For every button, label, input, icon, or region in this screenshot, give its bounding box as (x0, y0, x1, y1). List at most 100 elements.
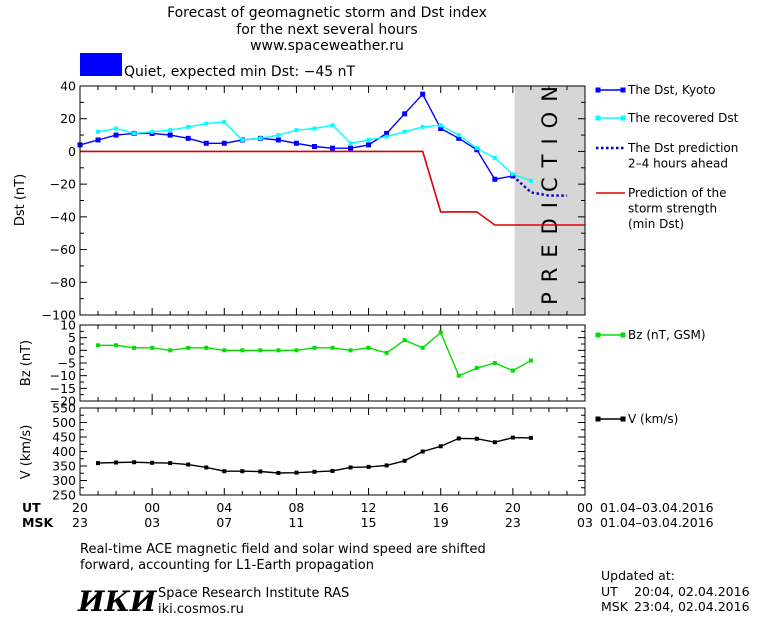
msk-tick-label: 23 (72, 515, 88, 530)
legend-label: V (km/s) (628, 412, 678, 426)
bz-series-0-line (98, 331, 532, 377)
msk-tick-label: 03 (144, 515, 160, 530)
bz-series-0-point (240, 348, 245, 353)
institute-name: Space Research Institute RAS (158, 586, 349, 601)
dst-series-0-point (185, 135, 191, 141)
v-ytick-label: 400 (52, 444, 76, 459)
bz-series-0-point (96, 343, 101, 348)
dst-series-0-point (293, 140, 299, 146)
dst-ytick-label: 0 (68, 144, 76, 159)
legend-marker (595, 87, 601, 93)
status-swatch (80, 53, 122, 76)
dst-series-0-point (438, 126, 444, 132)
bz-ytick-label: 10 (60, 318, 76, 333)
v-ytick-label: 450 (52, 430, 76, 445)
v-series-0-point (348, 465, 353, 470)
iki-logo: ИКИ (77, 585, 158, 618)
v-series-0-point (528, 435, 533, 440)
v-series-0-point (204, 465, 209, 470)
v-ytick-label: 350 (52, 459, 76, 474)
bz-ytick-label: 5 (68, 330, 76, 345)
dst-ytick-label: −20 (50, 177, 76, 192)
v-series-0-point (132, 460, 137, 465)
dst-series-0-line (79, 92, 514, 180)
dst-series-1-point (492, 155, 497, 160)
dst-series-0-point (384, 130, 390, 136)
msk-tick-label: 23 (505, 515, 521, 530)
msk-date-range: 01.04–03.04.2016 (600, 515, 714, 530)
v-series-0-point (456, 436, 461, 441)
v-ytick-label: 500 (52, 415, 76, 430)
dst-series-0-point (275, 137, 281, 143)
dst-series-0-point (456, 135, 462, 141)
bz-series-0-point (168, 348, 173, 353)
bz-series-0-point (420, 345, 425, 350)
updated-ut-label: UT (601, 584, 618, 599)
dst-series-1-point (276, 133, 281, 138)
bz-series-0-point (312, 345, 317, 350)
institute-url[interactable]: iki.cosmos.ru (158, 602, 244, 617)
dst-panel: PREDICTION 40 20 0 −20 −40 −60 −80 −100 Dst (nT… (13, 76, 586, 323)
dst-frame (79, 85, 586, 316)
dst-series-1-point (330, 123, 335, 128)
dst-ytick-label: 40 (60, 79, 76, 94)
v-series-0-point (492, 440, 497, 445)
dst-series-1-point (168, 128, 173, 133)
ut-tick-label: 08 (288, 500, 304, 515)
dst-ytick-label: −60 (50, 242, 76, 257)
v-ytick-label: 250 (52, 488, 76, 503)
v-series-0-point (168, 461, 173, 466)
v-series-0-point (474, 436, 479, 441)
dst-series-1-point (258, 136, 263, 141)
bz-series-0-point (492, 361, 497, 365)
v-series (96, 435, 533, 475)
bz-series-0-point (132, 345, 137, 350)
msk-tick-label: 11 (288, 515, 304, 530)
ut-tick-label: 20 (72, 500, 88, 515)
bz-series-0-point (114, 343, 119, 348)
dst-ytick-label: −40 (50, 209, 76, 224)
legend-label: Prediction of the (628, 186, 727, 200)
v-series-0-point (510, 435, 515, 440)
dst-series-1-point (528, 178, 533, 183)
footer-note-line2: forward, accounting for L1-Earth propaga… (80, 558, 374, 573)
bz-series-0-point (150, 345, 155, 350)
legend-marker (595, 115, 601, 121)
dst-series-1-point (456, 133, 461, 138)
legend-marker (620, 416, 626, 422)
dst-series-1-point (204, 121, 209, 126)
legend-label: 2–4 hours ahead (628, 157, 728, 171)
legend-label: The Dst prediction (627, 141, 738, 155)
legend-marker (620, 115, 626, 121)
v-series-0-point (438, 444, 443, 449)
bz-series-0-point (204, 345, 209, 350)
legend: The Dst, Kyoto The recovered Dst The Dst p… (595, 83, 739, 426)
dst-ytick-label: 20 (60, 111, 76, 126)
v-series-0-point (258, 469, 263, 474)
dst-series-3-line (80, 150, 585, 226)
dst-series-1-point (384, 134, 389, 139)
website-url[interactable]: www.spaceweather.ru (250, 38, 404, 54)
dst-series-2-line (512, 175, 567, 197)
dst-series-0-point (348, 145, 354, 151)
dst-series-1-point (222, 119, 227, 124)
dst-series-0-point (203, 140, 209, 146)
dst-series-0-point (113, 132, 119, 138)
dst-series (77, 91, 585, 226)
v-series-0-point (240, 469, 245, 474)
dst-series-1-point (150, 129, 155, 134)
v-series-0-point (276, 470, 281, 475)
time-axis: UT MSK 01.04–03.04.2016 01.04–03.04.2016… (22, 500, 714, 530)
bz-ytick-label: −20 (50, 394, 76, 409)
legend-marker (595, 332, 601, 338)
updated-msk-value: 23:04, 02.04.2016 (634, 599, 750, 614)
msk-tick-label: 07 (216, 515, 232, 530)
v-series-0-point (366, 464, 371, 469)
bz-series-0-point (456, 373, 461, 378)
bz-series-0-point (276, 348, 281, 353)
status-text: Quiet, expected min Dst: −45 nT (124, 64, 356, 80)
legend-marker (620, 332, 626, 338)
updated-msk-label: MSK (601, 599, 629, 614)
bz-series (96, 330, 533, 378)
